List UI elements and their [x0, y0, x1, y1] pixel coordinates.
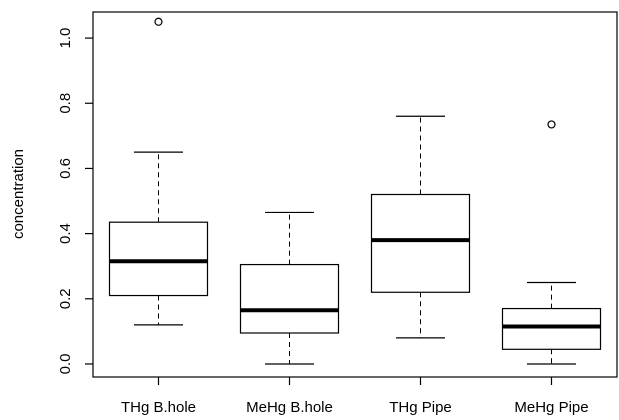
box-group — [370, 115, 471, 339]
y-tick-label: 0.8 — [57, 93, 74, 114]
category-label: MeHg Pipe — [514, 399, 588, 416]
outlier-point — [547, 120, 556, 129]
y-axis-label: concentration — [10, 149, 27, 239]
category-label: THg Pipe — [389, 399, 452, 416]
box-group — [108, 17, 209, 326]
x-axis: THg B.hole MeHg B.hole THg Pipe MeHg Pipe — [121, 377, 589, 416]
category-label: THg B.hole — [121, 399, 196, 416]
outlier-point — [154, 17, 163, 26]
box-iqr — [501, 307, 602, 350]
box-group — [239, 211, 340, 365]
y-tick-label: 1.0 — [57, 28, 74, 49]
box-iqr — [108, 221, 209, 297]
box-iqr — [239, 263, 340, 334]
y-axis: 0.0 0.2 0.4 0.6 0.8 1.0 — [57, 28, 93, 375]
category-label: MeHg B.hole — [246, 399, 333, 416]
y-tick-label: 0.0 — [57, 354, 74, 375]
box-group — [501, 120, 602, 365]
y-tick-label: 0.2 — [57, 288, 74, 309]
y-tick-label: 0.4 — [57, 223, 74, 244]
plot-frame — [92, 11, 618, 378]
boxes — [108, 17, 602, 365]
box-iqr — [370, 193, 471, 293]
y-tick-label: 0.6 — [57, 158, 74, 179]
